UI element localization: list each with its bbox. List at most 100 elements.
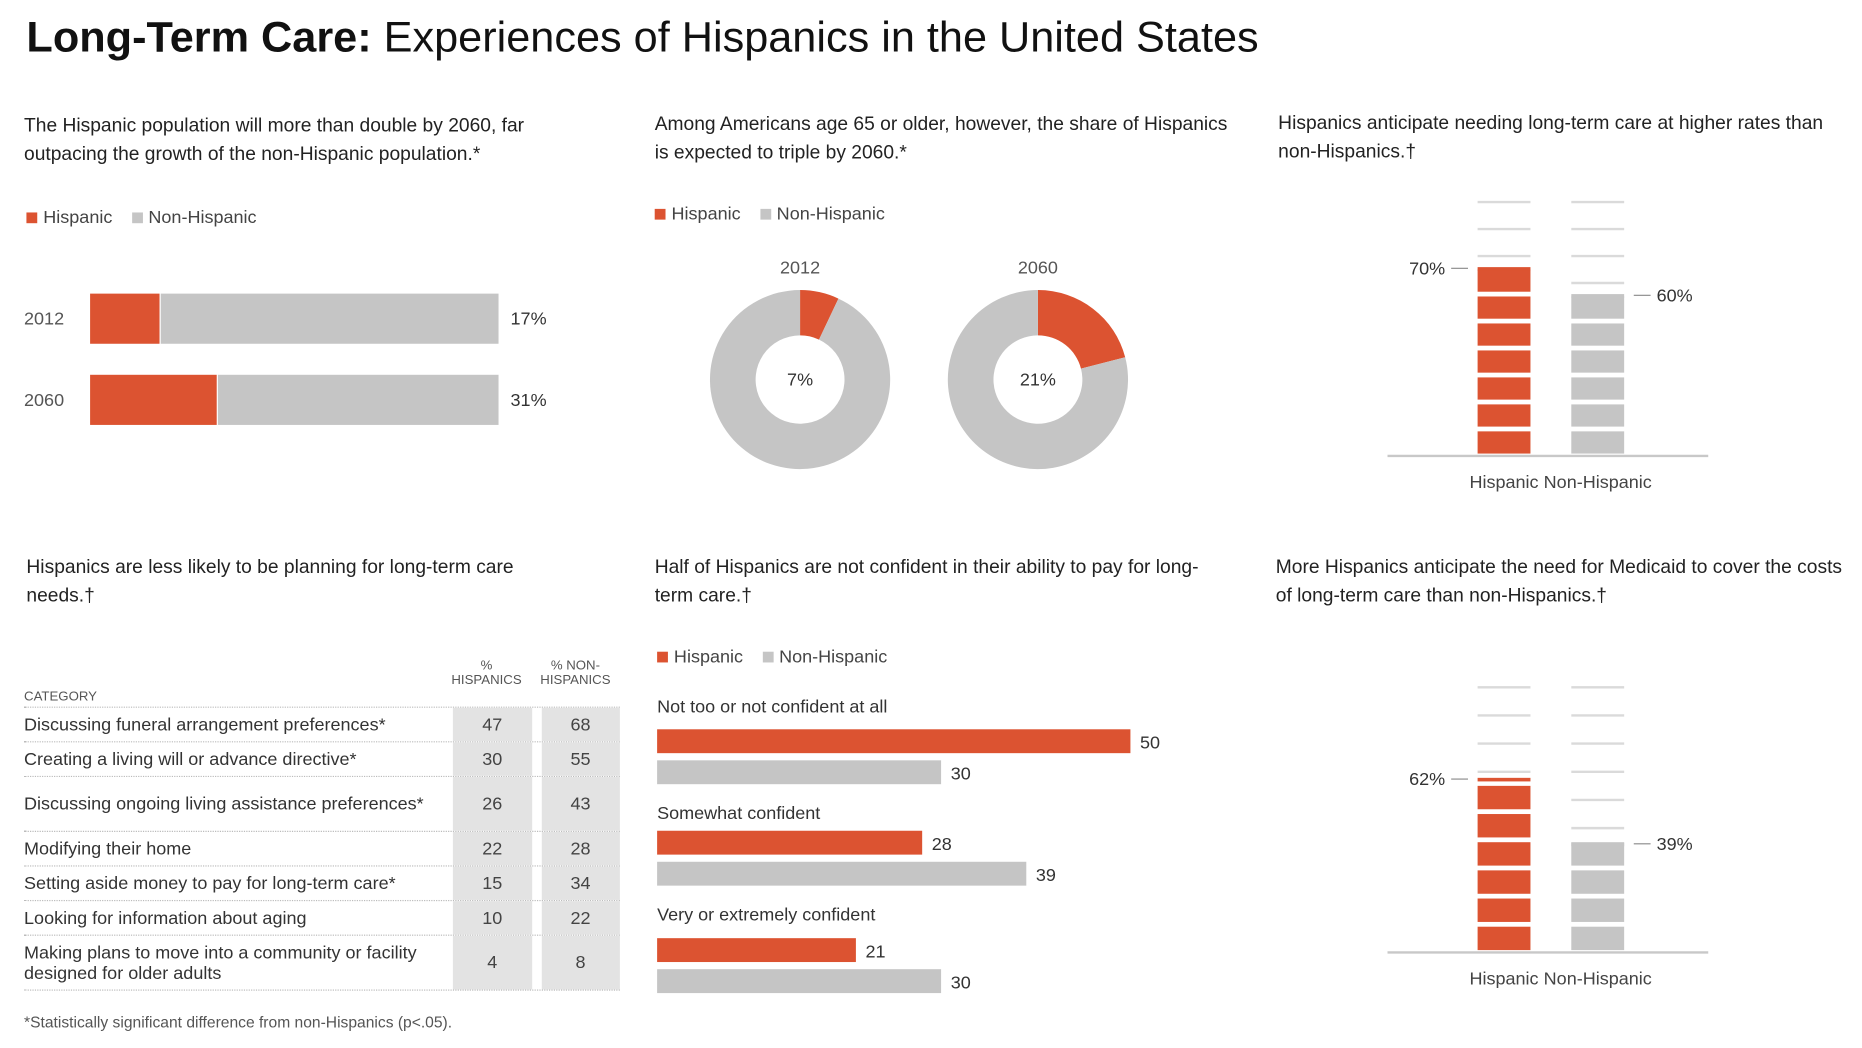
row-category: Discussing funeral arrangement preferenc…	[24, 714, 386, 735]
panel5-legend: Hispanic Non-Hispanic	[657, 647, 887, 667]
bar-value-marker	[1571, 294, 1625, 298]
slice-hispanic	[800, 290, 839, 340]
panel5-title: Half of Hispanics are not confident in t…	[654, 557, 1199, 607]
bar-segment	[1477, 898, 1531, 922]
bar-segment	[1477, 350, 1531, 373]
bar-segment	[1571, 842, 1625, 866]
row-hispanic-value: 30	[453, 742, 532, 776]
bar-segment	[1477, 785, 1531, 810]
value-label: 39	[1036, 865, 1056, 885]
value-label: 60%	[1657, 285, 1693, 305]
bar-value-marker	[1477, 267, 1531, 271]
row-non-hispanic-value: 34	[541, 866, 620, 900]
bar-segment	[1477, 323, 1531, 346]
panel3-title: Hispanics anticipate needing long-term c…	[1278, 113, 1824, 163]
legend-swatch-hispanic	[657, 651, 668, 663]
panel6-title: More Hispanics anticipate the need for M…	[1275, 557, 1843, 607]
slice-non-hispanic	[947, 290, 1129, 470]
age65-donut-charts: 2012 7% 2060 21%	[709, 257, 1129, 470]
value-label: 30	[951, 972, 971, 992]
donut-year-label: 2060	[1018, 257, 1058, 277]
donut-year-label: 2012	[780, 257, 820, 277]
bar-segment	[1571, 431, 1625, 454]
row-hispanic-value: 10	[453, 901, 532, 935]
row-non-hispanic-value: 28	[541, 831, 620, 866]
share-label: 31%	[511, 390, 547, 410]
year-label: 2060	[24, 390, 64, 410]
medicaid-bar-chart: 62% Hispanic 39% Non-Hispanic	[1387, 686, 1709, 989]
value-label: 21	[866, 941, 886, 961]
bar-hispanic	[657, 938, 856, 963]
panel2-title: Among Americans age 65 or older, however…	[654, 114, 1228, 164]
bar-value-marker	[1571, 842, 1625, 847]
legend-swatch-non-hispanic	[759, 208, 771, 220]
row-non-hispanic-value: 43	[541, 777, 620, 831]
page-title: Long-Term Care: Experiences of Hispanics…	[26, 11, 1259, 61]
table-body: Discussing funeral arrangement preferenc…	[24, 706, 620, 991]
bar-non-hispanic	[657, 969, 942, 994]
legend-swatch-hispanic	[26, 212, 38, 224]
bar-segment	[1477, 296, 1531, 319]
table-row: Making plans to move into a community or…	[24, 934, 620, 991]
value-label: 28	[932, 834, 952, 854]
bar-non-hispanic	[657, 861, 1027, 886]
row-non-hispanic-value: 68	[541, 707, 620, 742]
row-category: Making plans to move into a community or…	[24, 942, 417, 983]
category-label: Hispanic	[1469, 969, 1538, 989]
value-label: 30	[951, 763, 971, 783]
group-label: Very or extremely confident	[657, 904, 875, 924]
bar-hispanic	[90, 293, 160, 344]
row-category: Setting aside money to pay for long-term…	[24, 873, 396, 894]
bar-segment	[1477, 842, 1531, 866]
panel4-title: Hispanics are less likely to be planning…	[26, 557, 514, 607]
row-category: Modifying their home	[24, 838, 192, 859]
table-header: CATEGORY % HISPANICS % NON- HISPANICS	[24, 652, 620, 707]
row-hispanic-value: 26	[453, 777, 532, 831]
row-hispanic-value: 15	[453, 866, 532, 900]
bar-value-marker	[1477, 777, 1531, 782]
bar-segment	[1571, 404, 1625, 427]
bar-segment	[1477, 870, 1531, 894]
category-label: Non-Hispanic	[1544, 969, 1652, 989]
panel1-legend: Hispanic Non-Hispanic	[26, 208, 257, 228]
table-row: Looking for information about aging 10 22	[24, 899, 620, 935]
bar-segment	[1477, 431, 1531, 454]
row-hispanic-value: 22	[453, 831, 532, 866]
bar-non-hispanic	[160, 293, 499, 344]
group-label: Not too or not confident at all	[657, 697, 887, 717]
year-label: 2012	[24, 309, 64, 329]
row-hispanic-value: 4	[453, 935, 532, 990]
value-label: 50	[1140, 732, 1160, 752]
bar-segment	[1571, 350, 1625, 373]
bar-segment	[1571, 898, 1625, 922]
value-label: 62%	[1409, 769, 1445, 789]
panel1-title: The Hispanic population will more than d…	[24, 115, 525, 165]
col-hispanics: % HISPANICS	[451, 658, 522, 688]
bar-segment	[1477, 269, 1531, 292]
row-hispanic-value: 47	[453, 707, 532, 742]
bar-non-hispanic	[657, 760, 942, 785]
legend-swatch-hispanic	[654, 208, 666, 220]
table-row: Creating a living will or advance direct…	[24, 741, 620, 776]
value-label: 70%	[1409, 258, 1445, 278]
bar-hispanic	[90, 374, 217, 425]
share-label: 17%	[511, 309, 547, 329]
bar-segment	[1571, 870, 1625, 894]
bar-hispanic	[657, 830, 923, 855]
bar-segment	[1477, 814, 1531, 838]
bar-segment	[1477, 926, 1531, 951]
row-category: Discussing ongoing living assistance pre…	[24, 793, 424, 815]
value-label: 39%	[1657, 834, 1693, 854]
legend-swatch-non-hispanic	[762, 651, 774, 663]
bar-segment	[1571, 296, 1625, 319]
donut-center-label: 7%	[787, 370, 813, 390]
row-non-hispanic-value: 8	[541, 935, 620, 990]
row-category: Looking for information about aging	[24, 907, 307, 929]
bar-segment	[1571, 323, 1625, 346]
row-non-hispanic-value: 55	[541, 742, 620, 776]
bar-hispanic	[657, 729, 1131, 754]
col-category: CATEGORY	[24, 689, 97, 705]
bar-segment	[1477, 404, 1531, 427]
category-label: Non-Hispanic	[1544, 472, 1652, 492]
